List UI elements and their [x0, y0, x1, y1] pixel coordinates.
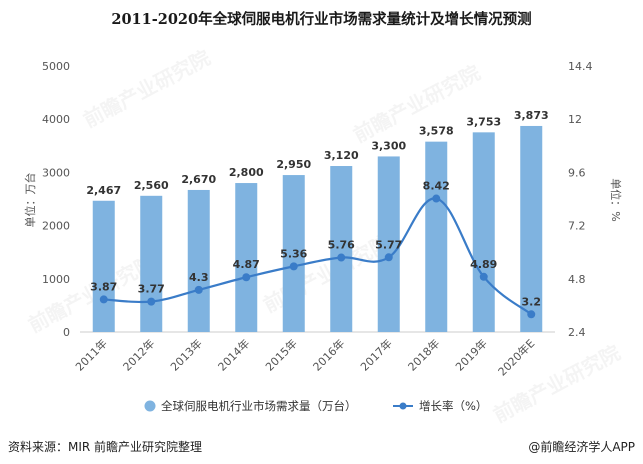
x-tick-label: 2014年: [215, 336, 252, 373]
growth-value-label: 3.77: [138, 283, 165, 296]
growth-value-label: 4.87: [233, 258, 260, 271]
bar: [92, 200, 115, 332]
growth-point: [479, 272, 488, 281]
bar-value-label: 2,800: [229, 166, 264, 179]
y-right-tick-label: 9.6: [568, 166, 586, 179]
y-right-tick-label: 2.4: [568, 326, 586, 339]
x-tick-label: 2018年: [405, 336, 442, 373]
bar-value-label: 3,753: [466, 115, 501, 128]
growth-point: [337, 253, 346, 262]
growth-point: [384, 253, 393, 262]
growth-value-label: 8.42: [423, 180, 450, 193]
bar: [425, 141, 448, 332]
growth-value-label: 4.89: [470, 258, 497, 271]
growth-point: [194, 285, 203, 294]
bar: [330, 166, 353, 332]
y-left-axis-title: 单位：万台: [23, 173, 37, 228]
y-left-tick-label: 2000: [42, 220, 70, 233]
chart-title: 2011-2020年全球伺服电机行业市场需求量统计及增长情况预测: [111, 11, 532, 28]
y-right-tick-label: 12: [568, 113, 582, 126]
x-tick-label: 2011年: [72, 336, 109, 373]
legend-line-marker: [399, 402, 407, 410]
bar-value-label: 2,560: [134, 179, 169, 192]
growth-point: [99, 295, 108, 304]
growth-line-group: [99, 194, 536, 319]
y-left-tick-label: 0: [63, 326, 70, 339]
bar-value-label: 2,467: [86, 184, 121, 197]
x-tick-label: 2017年: [357, 336, 394, 373]
x-tick-label: 2012年: [120, 336, 157, 373]
bar-value-label: 3,300: [371, 139, 406, 152]
bar: [377, 156, 400, 332]
watermark-text: 前瞻产业研究院: [489, 340, 624, 427]
line-labels: 3.87 3.77 4.3 4.87 5.36 5.76 5.77 8.42 4.89 3.2: [90, 180, 541, 309]
growth-line: [103, 197, 532, 316]
bar-value-label: 3,873: [514, 109, 549, 122]
y-right-axis-title: 单位：%: [609, 178, 623, 221]
growth-point: [527, 310, 536, 319]
x-tick-label: 2020年E: [495, 336, 537, 378]
x-tick-label: 2016年: [310, 336, 347, 373]
bar-labels: 2,467 2,560 2,670 2,800 2,950 3,120 3,300 3,578…: [86, 109, 548, 197]
bar: [520, 125, 543, 333]
bar: [140, 195, 163, 332]
growth-point: [289, 262, 298, 271]
growth-value-label: 5.77: [375, 238, 402, 251]
bar: [187, 189, 210, 332]
y-left-tick-label: 4000: [42, 113, 70, 126]
legend-line-label: 增长率（%）: [419, 399, 487, 413]
y-right-tick-label: 7.2: [568, 220, 586, 233]
growth-value-label: 5.76: [328, 239, 355, 252]
bar-value-label: 2,950: [276, 158, 311, 171]
growth-value-label: 3.87: [90, 280, 117, 293]
bar: [282, 175, 305, 332]
x-tick-label: 2019年: [452, 336, 489, 373]
y-right-tick-label: 14.4: [568, 60, 593, 73]
y-left-tick-label: 5000: [42, 60, 70, 73]
watermark-text: 前瞻产业研究院: [79, 45, 214, 132]
growth-point: [432, 194, 441, 203]
legend-bar-label: 全球伺服电机行业市场需求量（万台）: [161, 399, 357, 413]
y-left-tick-label: 1000: [42, 273, 70, 286]
growth-value-label: 4.3: [189, 271, 209, 284]
x-tick-label: 2015年: [262, 336, 299, 373]
y-right-tick-label: 4.8: [568, 273, 586, 286]
bar: [472, 132, 495, 332]
legend-bar-swatch: [144, 400, 156, 412]
source-note: 资料来源：MIR 前瞻产业研究院整理: [8, 440, 203, 454]
watermark-text: 前瞻产业研究院: [349, 60, 484, 147]
bar: [235, 183, 258, 332]
growth-point: [147, 297, 156, 306]
y-left-tick-label: 3000: [42, 166, 70, 179]
right-axis: 2.4 4.8 7.2 9.6 12 14.4: [568, 60, 593, 339]
bar-value-label: 3,578: [419, 125, 454, 138]
x-ticks: 2011年 2012年 2013年 2014年 2015年 2016年 2017年 2018年…: [72, 336, 537, 378]
left-axis: 0 1000 2000 3000 4000 5000: [42, 60, 70, 339]
bar-value-label: 3,120: [324, 149, 359, 162]
growth-value-label: 5.36: [280, 247, 307, 260]
x-tick-label: 2013年: [167, 336, 204, 373]
bar-value-label: 2,670: [181, 173, 216, 186]
growth-value-label: 3.2: [522, 295, 542, 308]
legend: 全球伺服电机行业市场需求量（万台） 增长率（%）: [144, 399, 487, 413]
brand-note: @前瞻经济学人APP: [528, 440, 635, 454]
growth-point: [242, 273, 251, 282]
